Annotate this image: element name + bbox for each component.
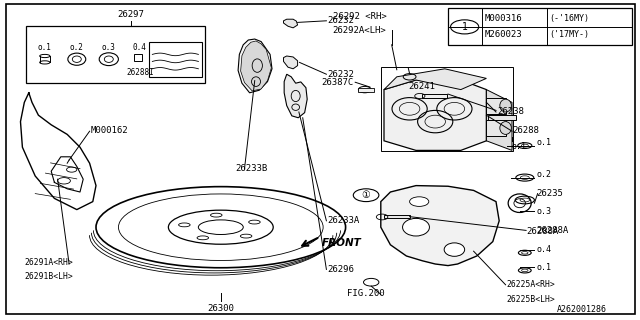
Text: 26232: 26232 bbox=[328, 16, 355, 25]
Bar bbox=[134, 54, 142, 61]
Bar bbox=[384, 215, 410, 218]
Text: 26387C: 26387C bbox=[321, 78, 353, 87]
Text: o.3: o.3 bbox=[102, 43, 116, 52]
Text: 26296: 26296 bbox=[328, 265, 355, 274]
Text: o.1: o.1 bbox=[536, 138, 551, 147]
Text: 26225B<LH>: 26225B<LH> bbox=[507, 295, 556, 304]
Text: o.1: o.1 bbox=[512, 142, 527, 151]
Text: 26241: 26241 bbox=[408, 82, 435, 91]
Bar bbox=[26, 26, 205, 83]
Text: ①: ① bbox=[362, 190, 371, 200]
Text: o.2: o.2 bbox=[536, 170, 551, 179]
Ellipse shape bbox=[403, 219, 429, 236]
Text: 26291A<RH>: 26291A<RH> bbox=[24, 258, 73, 267]
Polygon shape bbox=[284, 19, 298, 28]
Bar bbox=[486, 98, 506, 114]
Text: o.2: o.2 bbox=[70, 43, 84, 52]
Bar bbox=[381, 67, 513, 151]
Polygon shape bbox=[384, 69, 486, 90]
Text: o.1: o.1 bbox=[536, 263, 551, 272]
Text: FRONT: FRONT bbox=[322, 238, 362, 248]
Text: 26288A: 26288A bbox=[526, 228, 558, 236]
Text: ('17MY-): ('17MY-) bbox=[549, 30, 589, 39]
Text: M000316: M000316 bbox=[485, 14, 523, 23]
Text: o.4: o.4 bbox=[536, 245, 551, 254]
Bar bbox=[422, 94, 447, 98]
Ellipse shape bbox=[500, 99, 511, 112]
Polygon shape bbox=[284, 56, 298, 69]
Bar bbox=[448, 8, 632, 45]
Text: M000162: M000162 bbox=[91, 126, 129, 135]
Bar bbox=[486, 120, 506, 136]
Text: 0.4: 0.4 bbox=[132, 43, 147, 52]
Polygon shape bbox=[381, 186, 499, 266]
Text: 26232: 26232 bbox=[328, 70, 355, 79]
Text: (-'16MY): (-'16MY) bbox=[549, 14, 589, 23]
Text: 26225A<RH>: 26225A<RH> bbox=[507, 280, 556, 289]
Circle shape bbox=[410, 197, 429, 206]
Polygon shape bbox=[486, 90, 512, 150]
Polygon shape bbox=[241, 41, 271, 91]
Ellipse shape bbox=[444, 243, 465, 256]
Text: A262001286: A262001286 bbox=[557, 305, 607, 314]
Polygon shape bbox=[384, 80, 486, 150]
Polygon shape bbox=[284, 74, 307, 118]
Text: 26292A<LH>: 26292A<LH> bbox=[333, 26, 387, 35]
Text: M260023: M260023 bbox=[485, 30, 523, 39]
Text: 26291B<LH>: 26291B<LH> bbox=[24, 272, 73, 281]
Text: 26297: 26297 bbox=[118, 10, 145, 19]
Text: 1: 1 bbox=[461, 22, 468, 32]
Text: 26288A: 26288A bbox=[536, 226, 568, 235]
Text: o.1: o.1 bbox=[38, 43, 52, 52]
Bar bbox=[149, 42, 202, 77]
Text: 26300: 26300 bbox=[207, 304, 234, 313]
Text: 26235: 26235 bbox=[536, 189, 563, 198]
Bar bbox=[358, 88, 374, 92]
Text: 26238: 26238 bbox=[497, 107, 524, 116]
Text: 26233B: 26233B bbox=[235, 164, 267, 173]
Polygon shape bbox=[238, 39, 272, 93]
Text: 26288: 26288 bbox=[512, 126, 539, 135]
Text: 26292 <RH>: 26292 <RH> bbox=[333, 12, 387, 20]
Ellipse shape bbox=[500, 122, 511, 134]
Bar bbox=[488, 115, 516, 120]
Text: 26288I: 26288I bbox=[126, 68, 154, 76]
Text: 26233A: 26233A bbox=[328, 216, 360, 225]
Text: o.3: o.3 bbox=[536, 207, 551, 216]
Text: FIG.200: FIG.200 bbox=[347, 289, 385, 298]
